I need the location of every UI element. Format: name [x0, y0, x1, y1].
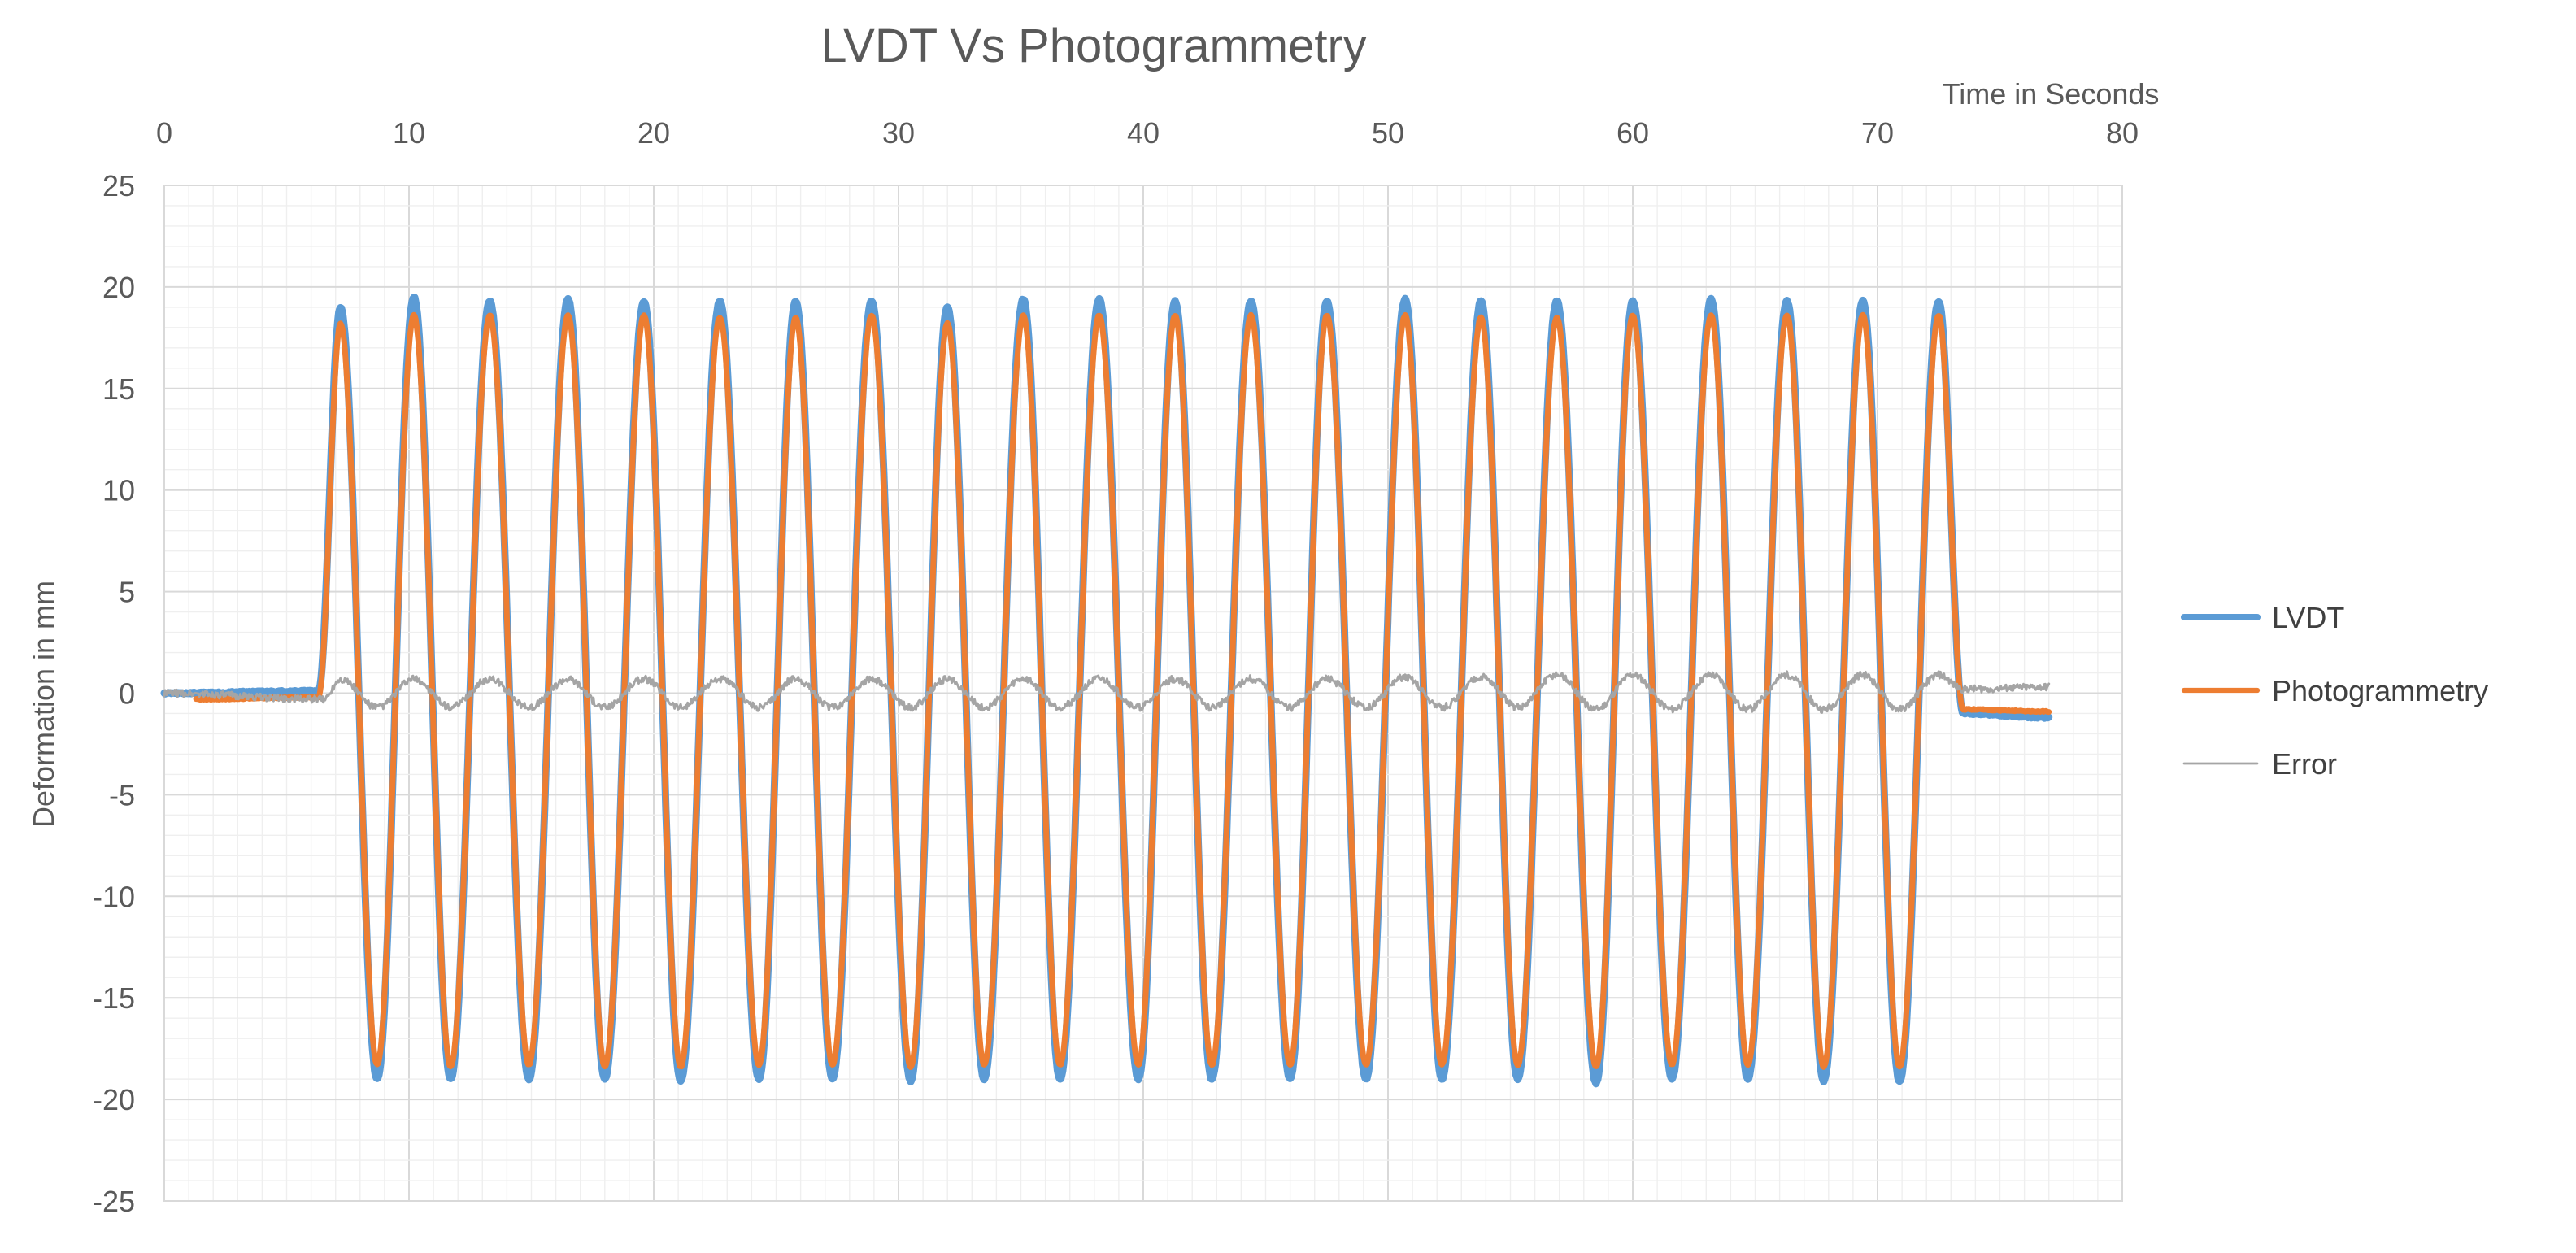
tick-labels: 0 10 20 30 40 50 60 70 802520151050-5-10-15-20-2… — [93, 116, 2139, 1218]
legend-label-photogrammetry: Photogrammetry — [2272, 674, 2488, 707]
grid — [163, 185, 2123, 1202]
x-axis-title: Time in Seconds — [1943, 77, 2160, 111]
legend-label-error: Error — [2272, 747, 2337, 781]
y-tick-label: -20 — [93, 1083, 135, 1116]
y-tick-label: 20 — [102, 271, 135, 304]
series — [160, 294, 2053, 1088]
x-tick-label: 0 — [156, 116, 172, 150]
legend-label-lvdt: LVDT — [2272, 601, 2344, 634]
y-tick-label: 0 — [119, 677, 135, 711]
y-axis-title: Deformation in mm — [27, 581, 60, 828]
y-tick-label: -10 — [93, 880, 135, 913]
chart-title: LVDT Vs Photogrammetry — [820, 20, 1367, 72]
y-tick-label: -25 — [93, 1185, 135, 1218]
y-tick-label: 25 — [102, 169, 135, 202]
series-line-error — [163, 670, 2051, 714]
x-tick-label: 30 — [882, 116, 915, 150]
x-tick-label: 10 — [393, 116, 425, 150]
series-line-photogrammetry — [193, 311, 2052, 1070]
x-tick-label: 70 — [1861, 116, 1894, 150]
x-tick-label: 50 — [1372, 116, 1404, 150]
x-tick-label: 80 — [2106, 116, 2139, 150]
y-tick-label: 10 — [102, 474, 135, 507]
x-tick-label: 40 — [1127, 116, 1160, 150]
y-tick-label: -15 — [93, 981, 135, 1015]
y-tick-label: 15 — [102, 372, 135, 406]
y-tick-label: -5 — [109, 778, 135, 811]
legend: LVDT Photogrammetry Error — [2180, 601, 2488, 781]
y-tick-label: 5 — [119, 576, 135, 609]
x-tick-label: 60 — [1617, 116, 1649, 150]
x-tick-label: 20 — [637, 116, 670, 150]
